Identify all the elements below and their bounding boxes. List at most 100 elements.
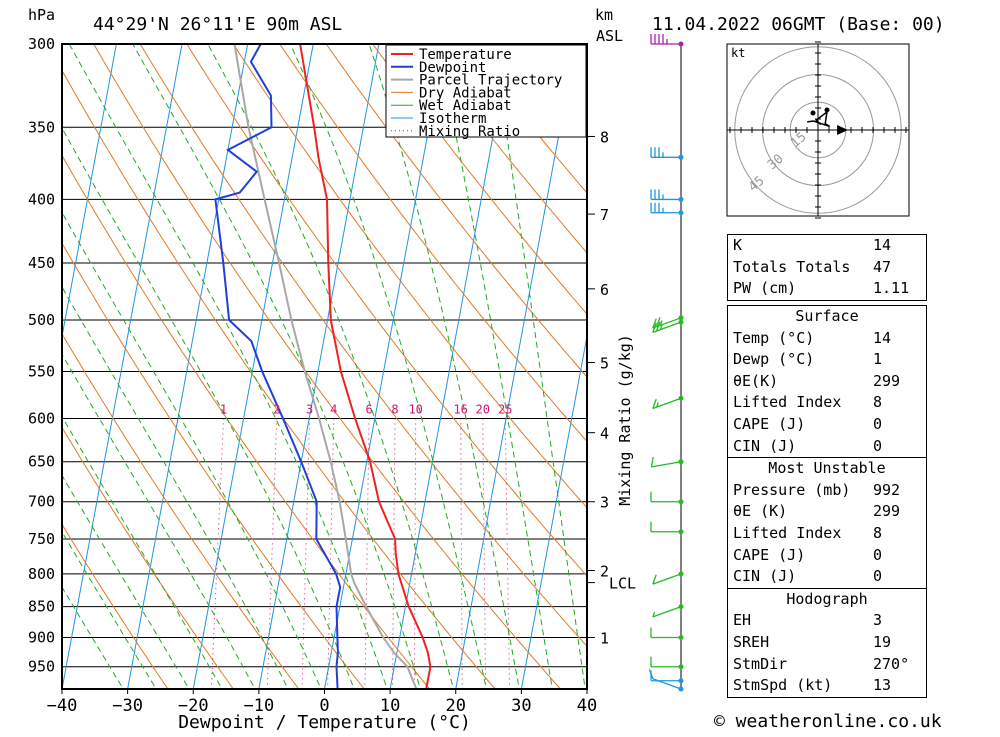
index-row-label: CAPE (J) xyxy=(733,414,806,433)
indices-detail-table: Surface Temp (°C) 14 Dewp (°C) 1 θE(K) 299 Lift… xyxy=(727,305,927,698)
mixing-ratio-label: 6 xyxy=(365,402,372,416)
index-row-label: θE(K) xyxy=(733,371,779,390)
height-tick-label: 6 xyxy=(600,281,609,299)
hodograph-unit: kt xyxy=(731,46,745,60)
index-row: Lifted Index 8 xyxy=(728,392,926,414)
index-row-value: 0 xyxy=(873,567,883,586)
height-tick-label: 8 xyxy=(600,128,609,146)
index-row-label: CIN (J) xyxy=(733,567,797,586)
wind-barb-flag xyxy=(652,398,657,409)
wind-barb-flag xyxy=(652,574,657,585)
index-row-label: StmSpd (kt) xyxy=(733,676,833,695)
wet-adiabat-line xyxy=(62,211,322,689)
height-unit-km: km xyxy=(595,6,613,24)
x-tick-label: 20 xyxy=(446,696,466,716)
x-axis-label: Dewpoint / Temperature (°C) xyxy=(178,712,471,733)
index-row-label: StmDir xyxy=(733,654,788,673)
index-row: StmSpd (kt) 13 xyxy=(728,675,926,697)
legend-item: Temperature xyxy=(419,47,512,63)
wet-adiabat-line xyxy=(62,530,157,689)
height-tick-label: 2 xyxy=(600,562,609,580)
plot-frame xyxy=(61,43,588,690)
height-tick-label: 4 xyxy=(600,425,609,443)
index-row-value: 13 xyxy=(873,676,892,695)
index-section-title: Surface xyxy=(795,307,859,325)
pressure-tick-label: 450 xyxy=(28,254,55,272)
mixing-ratio-line xyxy=(210,418,225,689)
index-row-label: SREH xyxy=(733,632,770,651)
index-row: θE (K) 299 xyxy=(728,501,926,523)
dewpoint-line xyxy=(214,44,342,689)
index-row: Temp (°C) 14 xyxy=(728,328,926,350)
dry-adiabat-line xyxy=(325,44,587,378)
pressure-tick-label: 400 xyxy=(28,190,55,208)
wind-barb-staff xyxy=(652,606,682,618)
x-tick-label: 40 xyxy=(577,696,597,716)
mixing-ratio-label: 4 xyxy=(330,402,337,416)
dry-adiabat-line xyxy=(93,44,562,689)
index-row-label: Lifted Index xyxy=(733,523,842,542)
x-tick-label: −10 xyxy=(244,696,275,716)
x-tick-label: −40 xyxy=(47,696,78,716)
hodograph-trace xyxy=(807,110,831,128)
hodograph-dot xyxy=(824,107,830,113)
index-row: PW (cm) 1.11 xyxy=(728,278,926,300)
legend-item: Dry Adiabat xyxy=(419,85,512,101)
x-tick-label: −20 xyxy=(178,696,209,716)
index-section-title: Most Unstable xyxy=(728,457,926,480)
index-row-label: Pressure (mb) xyxy=(733,480,851,499)
isotherm-line xyxy=(62,44,183,689)
height-tick-label: 5 xyxy=(600,355,609,373)
dry-adiabat-line xyxy=(372,44,587,315)
legend-item: Parcel Trajectory xyxy=(419,73,562,89)
wind-barb-staff xyxy=(652,321,682,333)
datetime-title: 11.04.2022 06GMT (Base: 00) xyxy=(652,14,945,35)
index-row: CIN (J) 0 xyxy=(728,436,926,458)
index-row-value: 270° xyxy=(873,654,910,673)
wet-adiabat-line xyxy=(62,127,355,689)
dry-adiabat-line xyxy=(279,44,587,443)
dry-adiabat-line xyxy=(62,242,365,689)
mixing-ratio-label: 8 xyxy=(391,402,398,416)
index-row-value: 8 xyxy=(873,523,883,542)
wind-barb-staff xyxy=(652,397,682,410)
index-row-label: K xyxy=(733,236,743,254)
index-row-label: Lifted Index xyxy=(733,393,842,412)
wind-barb-flag xyxy=(652,318,657,329)
pressure-tick-label: 900 xyxy=(28,629,55,647)
height-tick-label: 7 xyxy=(600,206,609,224)
isotherm-line xyxy=(258,44,380,689)
wind-barb-flag xyxy=(655,317,661,327)
mixing-ratio-line xyxy=(266,418,278,689)
indices-top-table: K 14 Totals Totals 47 PW (cm) 1.11 xyxy=(727,234,927,301)
mixing-ratio-line xyxy=(413,418,417,689)
wet-adiabat-line xyxy=(368,44,520,689)
legend-item: Mixing Ratio xyxy=(419,124,520,140)
index-row-value: 14 xyxy=(873,236,892,254)
dry-adiabat-line xyxy=(62,332,300,689)
mixing-ratio-line xyxy=(364,418,370,689)
storm-motion-marker xyxy=(837,125,849,135)
isotherm-line xyxy=(192,44,314,689)
index-row-label: CIN (J) xyxy=(733,436,797,455)
index-row: CAPE (J) 0 xyxy=(728,545,926,567)
pressure-tick-label: 600 xyxy=(28,409,55,427)
legend-item: Isotherm xyxy=(419,111,486,127)
index-row: Dewp (°C) 1 xyxy=(728,349,926,371)
pressure-tick-label: 700 xyxy=(28,493,55,511)
mixing-ratio-label: 3 xyxy=(306,402,313,416)
copyright-footer: © weatheronline.co.uk xyxy=(714,711,942,732)
index-row-label: Dewp (°C) xyxy=(733,350,815,369)
wet-adiabat-line xyxy=(207,44,454,689)
index-row: K 14 xyxy=(728,235,926,257)
mixing-ratio-line xyxy=(327,418,335,689)
mixing-ratio-label: 16 xyxy=(453,402,467,416)
pressure-tick-label: 800 xyxy=(28,565,55,583)
wind-barb-flag xyxy=(650,456,654,468)
pressure-tick-label: 750 xyxy=(28,530,55,548)
mixing-ratio-line xyxy=(301,418,311,689)
mixing-ratio-label: 1 xyxy=(220,402,227,416)
mixing-ratio-line xyxy=(482,418,487,689)
wet-adiabat-line xyxy=(62,285,289,689)
